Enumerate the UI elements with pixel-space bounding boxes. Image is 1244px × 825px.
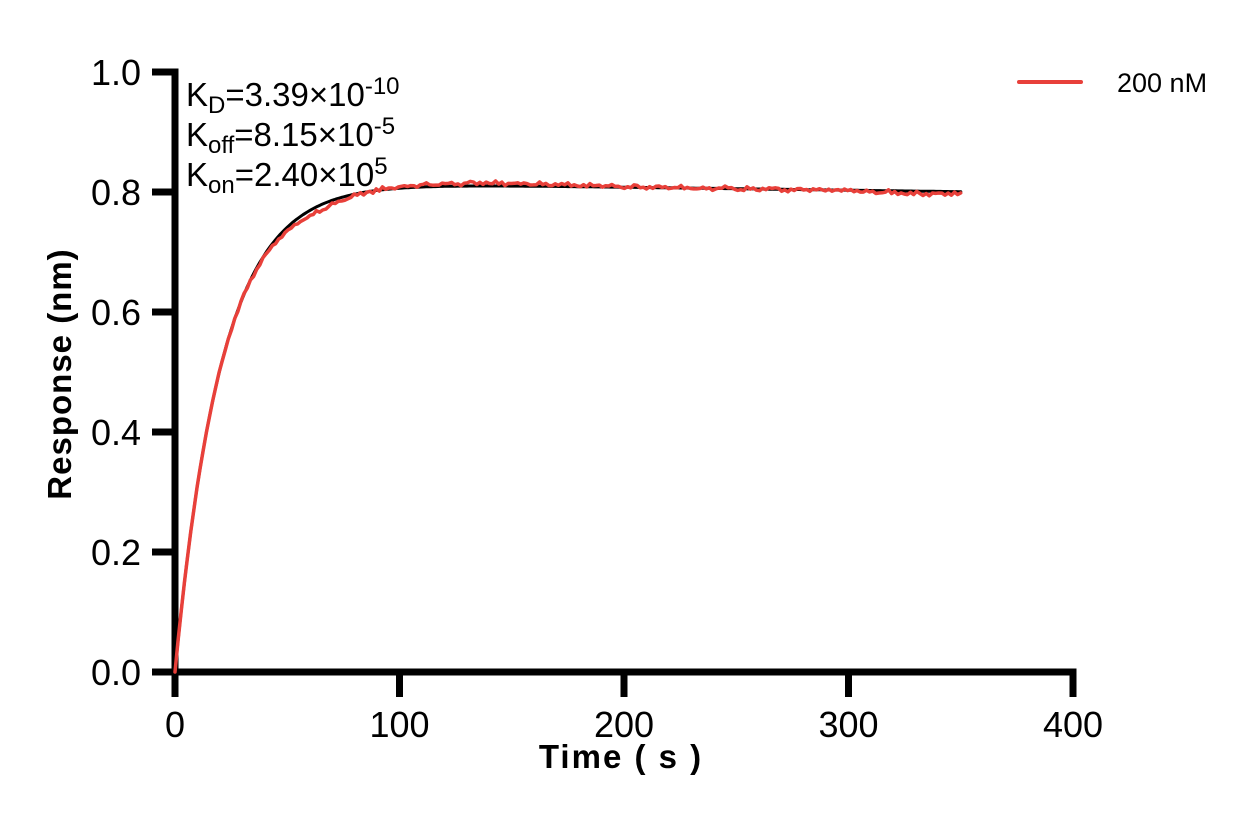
kinetics-annotations: KD=3.39×10-10 Koff=8.15×10-5 Kon=2.40×10… — [186, 73, 400, 198]
x-tick-label: 100 — [369, 704, 429, 745]
kd-exponent: -10 — [364, 73, 400, 100]
koff-exponent: -5 — [373, 113, 396, 140]
x-axis-title: Time ( s ) — [538, 738, 704, 775]
x-tick-label: 300 — [818, 704, 878, 745]
kd-value: =3.39×10 — [225, 76, 365, 113]
x-tick-label: 0 — [165, 704, 185, 745]
legend-line-swatch — [1017, 80, 1083, 84]
kon-subscript: on — [208, 172, 235, 199]
y-axis-title: Response (nm) — [41, 248, 78, 500]
kon-exponent: 5 — [374, 153, 388, 180]
x-tick-label: 200 — [594, 704, 654, 745]
y-tick-label: 0.6 — [91, 292, 141, 333]
koff-annotation: Koff=8.15×10-5 — [186, 113, 400, 158]
kon-symbol: K — [186, 156, 209, 193]
y-tick-label: 0.4 — [91, 412, 141, 453]
koff-symbol: K — [186, 116, 209, 153]
kd-annotation: KD=3.39×10-10 — [186, 73, 400, 118]
legend-label: 200 nM — [1117, 68, 1208, 98]
curve-fit — [173, 184, 963, 674]
y-tick-label: 1.0 — [91, 52, 141, 93]
kon-value: =2.40×10 — [234, 156, 375, 193]
y-tick-label: 0.2 — [91, 532, 141, 573]
x-tick-label: 400 — [1043, 704, 1103, 745]
kd-symbol: K — [186, 76, 209, 113]
koff-value: =8.15×10 — [234, 116, 374, 153]
kd-subscript: D — [208, 92, 226, 119]
curve-200-nm — [173, 179, 963, 674]
y-tick-label: 0.8 — [91, 172, 141, 213]
y-tick-label: 0.0 — [91, 652, 141, 693]
kon-annotation: Kon=2.40×105 — [186, 153, 400, 198]
koff-subscript: off — [208, 132, 235, 159]
